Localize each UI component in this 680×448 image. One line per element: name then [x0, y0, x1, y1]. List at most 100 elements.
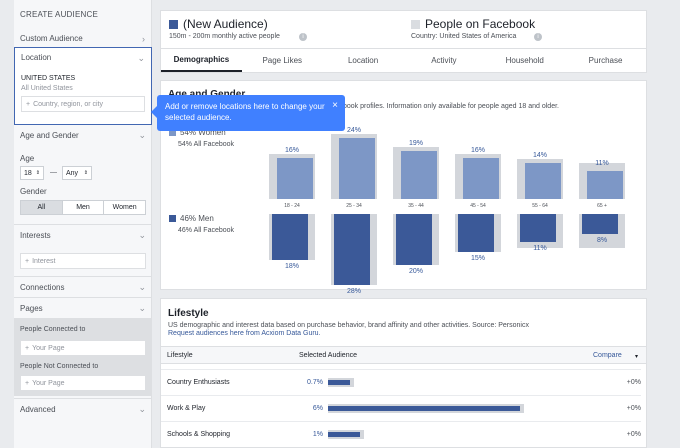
women-bar[interactable]	[463, 158, 499, 199]
age-gender-chart: 16% 18 - 24 18% 24% 25 - 34 28% 19% 35 - 44 20% 1…	[161, 81, 648, 295]
tab-demographics[interactable]: Demographics	[161, 49, 242, 72]
age-from-value: 18	[24, 169, 32, 177]
connections-title: Connections	[20, 282, 65, 292]
col-lifestyle: Lifestyle	[167, 352, 193, 359]
women-bar[interactable]	[277, 158, 313, 199]
chevron-down-icon: ⌄	[138, 130, 146, 140]
women-bar[interactable]	[339, 137, 375, 199]
chevron-down-icon: ⌄	[138, 229, 146, 240]
lifestyle-link[interactable]: Request audiences here from Acxiom Data …	[168, 330, 321, 337]
custom-audience-label: Custom Audience	[20, 34, 83, 43]
location-tooltip: Add or remove locations here to change y…	[157, 95, 345, 131]
age-tick-label: 25 - 34	[346, 203, 362, 209]
age-separator: —	[50, 169, 57, 176]
men-label: 46% Men	[180, 214, 214, 223]
age-tick-label: 18 - 24	[284, 203, 300, 209]
lifestyle-name: Work & Play	[167, 405, 206, 412]
tooltip-text: Add or remove locations here to change y…	[165, 102, 325, 122]
location-section[interactable]: Location ⌄ UNITED STATES All United Stat…	[14, 47, 152, 125]
sidebar-item-connections[interactable]: Connections ⌄	[14, 276, 152, 297]
lifestyle-bar	[328, 432, 360, 437]
new-audience-swatch	[169, 20, 178, 29]
lifestyle-row[interactable]: Schools & Shopping 1% +0%	[161, 421, 641, 447]
age-gender-description: book profiles. Information only availabl…	[343, 103, 559, 110]
women-bar[interactable]	[587, 170, 623, 199]
lifestyle-compare: +0%	[626, 405, 641, 412]
tab-location[interactable]: Location	[347, 56, 379, 65]
sidebar-item-custom-audience[interactable]: Custom Audience ›	[14, 28, 151, 49]
sidebar-item-age-gender[interactable]: Age and Gender ⌄	[14, 125, 152, 146]
gender-all[interactable]: All	[21, 201, 63, 214]
interests-title: Interests	[20, 230, 51, 240]
chevron-right-icon: ›	[142, 33, 145, 44]
lifestyle-compare: +0%	[626, 431, 641, 438]
sidebar-item-interests[interactable]: Interests ⌄	[14, 224, 152, 245]
plus-icon: +	[26, 100, 31, 108]
women-pct-label: 16%	[284, 147, 299, 155]
men-pct-label: 11%	[533, 245, 547, 253]
chevron-down-icon: ⌄	[138, 302, 146, 313]
not-connected-page-input[interactable]: + Your Page	[20, 375, 146, 391]
women-pct-label: 11%	[595, 159, 609, 167]
interest-input[interactable]: + Interest	[20, 253, 146, 269]
tab-page-likes[interactable]: Page Likes	[262, 56, 303, 65]
age-from-select[interactable]: 18 ⇕	[20, 166, 44, 180]
men-swatch	[169, 215, 176, 222]
tab-activity[interactable]: Activity	[431, 56, 457, 65]
info-icon[interactable]: i	[534, 33, 542, 41]
plus-icon: +	[25, 257, 30, 265]
gender-men[interactable]: Men	[62, 201, 105, 214]
women-bar[interactable]	[525, 163, 561, 199]
lifestyle-compare: +0%	[626, 379, 641, 386]
location-title: Location	[21, 53, 52, 62]
gender-label: Gender	[20, 187, 47, 196]
tab-household[interactable]: Household	[505, 56, 544, 65]
stepper-icon: ⇕	[35, 170, 40, 176]
men-bar[interactable]	[458, 214, 494, 253]
col-selected: Selected Audience	[299, 352, 357, 359]
men-pct-label: 15%	[470, 255, 485, 263]
lifestyle-title: Lifestyle	[168, 308, 209, 319]
pages-connected-label: People Connected to	[20, 326, 86, 333]
info-icon[interactable]: i	[299, 33, 307, 41]
age-label: Age	[20, 154, 35, 163]
sidebar-item-pages[interactable]: Pages ⌄	[14, 297, 152, 318]
connected-page-input[interactable]: + Your Page	[20, 340, 146, 356]
age-gender-title: Age and Gender	[20, 131, 79, 140]
stepper-icon: ⇕	[83, 170, 88, 176]
tab-bar: Demographics Page Likes Location Activit…	[161, 48, 646, 72]
age-to-select[interactable]: Any ⇕	[62, 166, 92, 180]
men-bar[interactable]	[272, 214, 308, 260]
gender-women[interactable]: Women	[104, 201, 146, 214]
chevron-down-icon[interactable]: ⌄	[137, 53, 145, 63]
sidebar-item-advanced[interactable]: Advanced ⌄	[14, 398, 152, 419]
location-current-sub: All United States	[21, 85, 73, 92]
men-bar[interactable]	[520, 214, 556, 243]
women-bar[interactable]	[401, 150, 437, 199]
interest-placeholder: Interest	[32, 257, 56, 265]
lifestyle-row[interactable]: Country Enthusiasts 0.7% +0%	[161, 369, 641, 395]
lifestyle-pct: 0.7%	[307, 379, 323, 386]
chevron-down-icon: ⌄	[138, 281, 146, 292]
location-input[interactable]: + Country, region, or city	[21, 96, 145, 112]
age-gender-panel-title: Age and Gender	[168, 89, 245, 100]
tab-purchase[interactable]: Purchase	[588, 56, 623, 65]
gender-toggle: All Men Women	[20, 200, 146, 215]
pages-not-connected-label: People Not Connected to	[20, 363, 99, 370]
close-icon[interactable]: ×	[332, 100, 338, 111]
age-tick-label: 65 +	[597, 203, 607, 209]
women-pct-label: 16%	[470, 147, 485, 155]
lifestyle-row[interactable]: Work & Play 6% +0%	[161, 395, 641, 421]
women-pct-label: 24%	[346, 126, 361, 134]
men-bar[interactable]	[396, 214, 432, 265]
men-bar[interactable]	[334, 214, 370, 286]
men-pct-label: 18%	[284, 262, 299, 270]
women-pct-label: 19%	[408, 139, 423, 147]
col-compare[interactable]: Compare	[593, 352, 622, 359]
location-current: UNITED STATES	[21, 75, 76, 82]
men-pct-label: 20%	[408, 268, 423, 275]
new-audience-sub: 150m - 200m monthly active people	[169, 33, 280, 40]
men-bar[interactable]	[582, 214, 618, 235]
men-sub: 46% All Facebook	[178, 227, 235, 234]
caret-down-icon[interactable]: ▾	[635, 354, 639, 360]
